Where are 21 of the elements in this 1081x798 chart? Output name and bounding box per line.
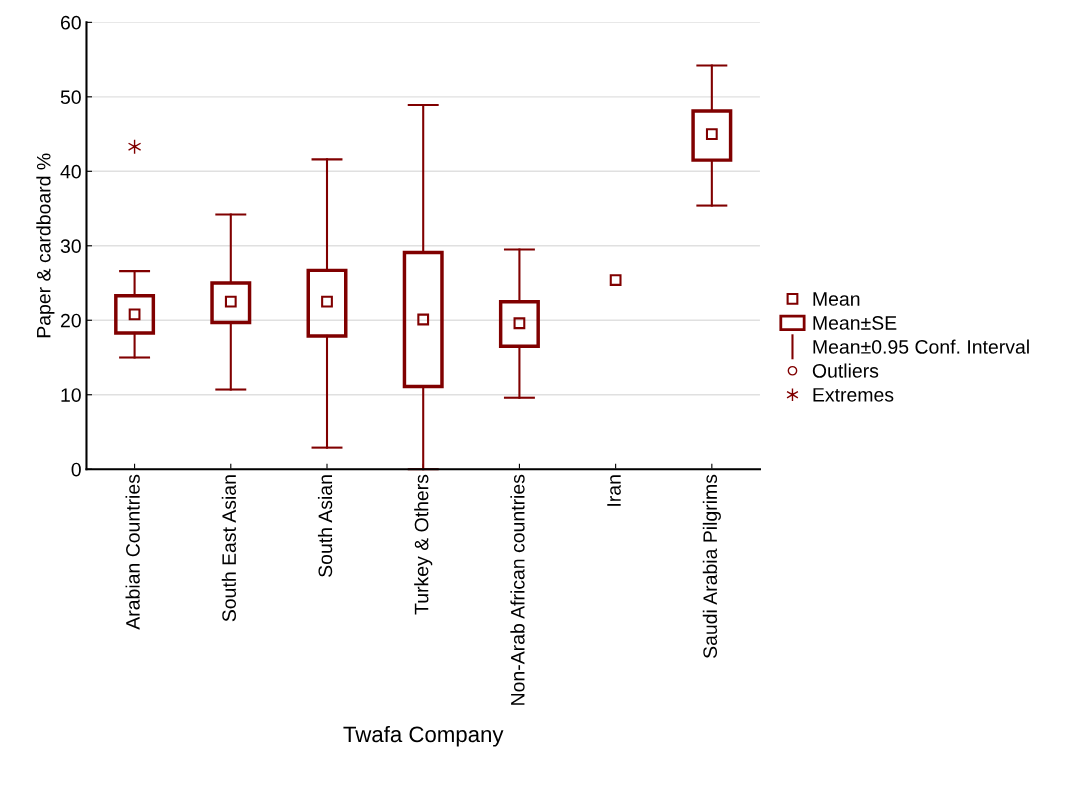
y-tick-label: 50 bbox=[60, 90, 81, 105]
text: Mean±SE bbox=[813, 316, 897, 330]
y-tick-label: 20 bbox=[60, 313, 81, 328]
y-tick-label: 40 bbox=[60, 164, 81, 179]
y-tick-label: 60 bbox=[60, 15, 81, 30]
x-tick-label: Arabian Countries bbox=[125, 474, 140, 630]
text: Mean±0.95 Conf. Interval bbox=[813, 339, 1029, 354]
y-tick-label: 0 bbox=[71, 462, 81, 477]
text: Mean bbox=[813, 292, 860, 306]
x-axis-title: Twafa Company bbox=[343, 725, 504, 747]
x-tick-label: South East Asian bbox=[221, 475, 237, 622]
y-axis-title: Paper & cardboard % bbox=[36, 153, 55, 338]
y-tick-label: 10 bbox=[61, 388, 81, 402]
text: Extremes bbox=[813, 388, 894, 402]
y-tick-label: 30 bbox=[60, 239, 81, 254]
x-tick-label: Iran bbox=[607, 475, 621, 506]
x-tick-label: Turkey & Others bbox=[414, 474, 433, 615]
x-tick-label: Non-Arab African countries bbox=[510, 474, 525, 705]
x-tick-label: South Asian bbox=[317, 475, 333, 577]
text: Outliers bbox=[812, 363, 879, 378]
x-tick-label: Saudi Arabia Pilgrims bbox=[702, 474, 721, 659]
